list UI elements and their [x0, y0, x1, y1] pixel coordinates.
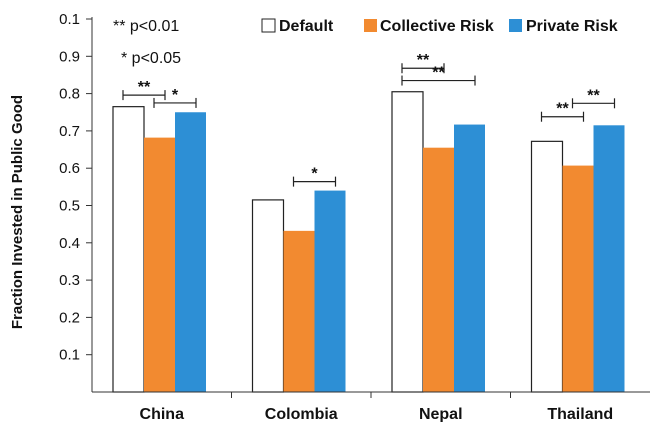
bar [112, 106, 145, 393]
legend-swatch-private-risk [509, 19, 522, 32]
significance-brackets: ** ********** [122, 52, 616, 187]
significance-label: ** [138, 79, 151, 96]
bar [283, 230, 315, 392]
significance-label: ** [587, 87, 600, 104]
y-tick-label: 0.5 [59, 198, 80, 215]
y-tick-label: 0.2 [59, 309, 80, 326]
bar [454, 124, 485, 393]
bar [175, 112, 206, 392]
x-tick-label: China [140, 406, 185, 422]
significance-label: ** [432, 65, 445, 82]
bar [391, 91, 424, 393]
significance-label: ** [556, 101, 569, 118]
y-axis: 0.1 0.2 0.3 0.4 0.5 0.6 0.7 0.8 0.9 0.1 [59, 11, 93, 392]
y-tick-label: 0.9 [59, 48, 80, 65]
x-tick-label: Thailand [547, 406, 613, 422]
y-axis-label: Fraction Invested in Public Good [9, 95, 26, 329]
legend-label-private-risk: Private Risk [526, 18, 618, 35]
x-tick-label: Colombia [265, 406, 338, 422]
significance-notes: ** p<0.01 * p<0.05 [113, 18, 181, 67]
bars [112, 91, 625, 393]
bar [530, 140, 564, 393]
legend-label-default: Default [279, 18, 334, 35]
significance-note-1: ** p<0.01 [113, 18, 179, 35]
legend-label-collective-risk: Collective Risk [380, 18, 494, 35]
y-tick-label: 0.4 [59, 235, 80, 252]
significance-note-2: * p<0.05 [121, 50, 181, 67]
bar [593, 125, 625, 393]
legend-swatch-collective-risk [364, 19, 377, 32]
x-tick-label: Nepal [419, 406, 463, 422]
y-tick-label: 0.3 [59, 272, 80, 289]
y-tick-label: 0.1 [59, 347, 80, 364]
bar [562, 165, 594, 392]
significance-label: ** [417, 52, 430, 69]
y-tick-label: 0.6 [59, 160, 80, 177]
legend: Default Collective Risk Private Risk [261, 18, 618, 35]
x-axis: China Colombia Nepal Thailand [92, 391, 650, 422]
bar [144, 137, 175, 392]
bar [423, 147, 454, 392]
y-tick-label: 0.1 [59, 11, 80, 28]
significance-label: * [311, 166, 318, 183]
y-tick-label: 0.7 [59, 123, 80, 140]
legend-swatch-default [261, 18, 276, 33]
significance-label: * [172, 87, 179, 104]
y-tick-label: 0.8 [59, 86, 80, 103]
bar [314, 190, 346, 392]
bar [251, 199, 285, 393]
